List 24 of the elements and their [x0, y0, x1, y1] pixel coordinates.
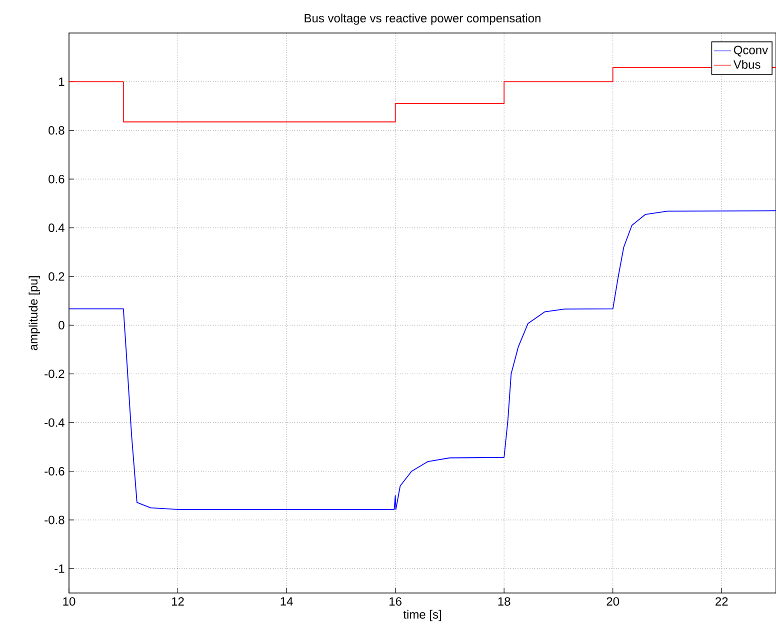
y-tick-label: -0.2 [44, 370, 64, 378]
y-tick-label: -0.4 [44, 418, 64, 427]
y-tick-label: 0.4 [48, 224, 64, 232]
y-tick-label: 0 [58, 320, 64, 330]
x-tick-label: 20 [606, 597, 620, 606]
y-tick-label: 1 [59, 78, 64, 86]
chart-title: Bus voltage vs reactive power compensation [304, 14, 540, 25]
x-tick-label: 10 [63, 597, 76, 606]
legend-label: Vbus [733, 60, 760, 69]
x-tick-label: 22 [716, 597, 728, 606]
x-tick-label: 14 [280, 597, 293, 606]
x-tick-label: 12 [172, 597, 184, 606]
y-tick-label: 0.6 [48, 174, 64, 184]
y-tick-label: -0.6 [44, 467, 64, 476]
y-tick-label: 0.2 [48, 272, 64, 281]
legend-label: Qconv [734, 46, 768, 56]
x-axis-title: time [s] [403, 610, 441, 622]
x-tick-label: 16 [390, 597, 402, 606]
line-series [69, 210, 776, 510]
x-tick-label: 18 [498, 597, 510, 606]
y-tick-label: -1 [54, 564, 64, 573]
y-axis-title: amplitude [pu] [28, 276, 40, 350]
y-tick-label: 0.8 [48, 126, 64, 135]
y-tick-label: -0.8 [44, 516, 64, 524]
